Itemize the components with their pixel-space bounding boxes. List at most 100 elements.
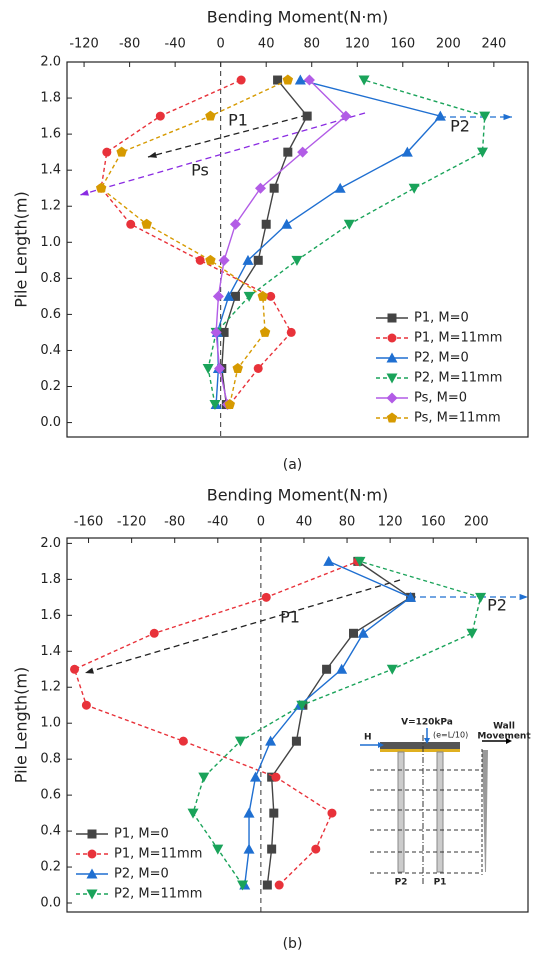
marker bbox=[266, 291, 276, 301]
y-tick-label: 1.6 bbox=[40, 127, 61, 142]
marker bbox=[234, 736, 246, 747]
marker bbox=[267, 844, 277, 854]
marker bbox=[271, 772, 281, 782]
series-line bbox=[207, 79, 486, 405]
marker bbox=[283, 147, 293, 157]
x-tick-label: 200 bbox=[436, 37, 461, 52]
marker bbox=[466, 628, 478, 639]
marker bbox=[243, 843, 255, 854]
y-tick-label: 0.0 bbox=[40, 896, 61, 911]
marker bbox=[224, 399, 236, 409]
marker bbox=[358, 75, 370, 86]
x-tick-label: -40 bbox=[165, 37, 186, 52]
marker bbox=[302, 111, 312, 121]
marker bbox=[286, 327, 296, 337]
marker bbox=[253, 255, 263, 265]
x-axis-title: Bending Moment(N·m) bbox=[207, 8, 389, 27]
marker bbox=[223, 290, 235, 301]
series-line bbox=[266, 560, 412, 886]
caption: (a) bbox=[283, 457, 303, 473]
marker bbox=[262, 880, 272, 890]
annotation: P2 bbox=[487, 596, 507, 615]
cap-base bbox=[380, 749, 460, 752]
trend-arrow bbox=[147, 114, 308, 158]
y-tick-label: 1.6 bbox=[40, 608, 61, 623]
x-tick-label: 40 bbox=[296, 515, 313, 530]
marker bbox=[282, 74, 294, 85]
x-tick-label: -80 bbox=[119, 37, 140, 52]
marker bbox=[354, 556, 366, 567]
inset-label: (e=L/10) bbox=[433, 731, 468, 740]
marker bbox=[259, 326, 271, 337]
x-tick-label: -80 bbox=[164, 515, 185, 530]
legend-marker bbox=[87, 849, 97, 859]
inset-label: P1 bbox=[434, 878, 447, 888]
marker bbox=[334, 182, 346, 193]
marker bbox=[357, 627, 369, 638]
marker bbox=[476, 147, 488, 158]
y-tick-label: 1.0 bbox=[40, 716, 61, 731]
y-tick-label: 1.2 bbox=[40, 680, 61, 695]
x-axis-title: Bending Moment(N·m) bbox=[207, 486, 389, 505]
caption: (b) bbox=[283, 936, 303, 952]
y-tick-label: 0.2 bbox=[40, 379, 61, 394]
series-line bbox=[100, 79, 293, 405]
marker bbox=[212, 290, 224, 302]
x-tick-label: 200 bbox=[464, 515, 489, 530]
marker bbox=[296, 700, 308, 711]
inset-label: V=120kPa bbox=[401, 718, 453, 728]
marker bbox=[70, 664, 80, 674]
trend-arrow bbox=[84, 579, 401, 674]
arrow-head bbox=[148, 151, 157, 158]
marker bbox=[195, 255, 205, 265]
legend-frame bbox=[372, 306, 522, 430]
marker bbox=[479, 111, 491, 122]
marker bbox=[336, 663, 348, 674]
y-tick-label: 1.8 bbox=[40, 572, 61, 587]
marker bbox=[408, 183, 420, 194]
arrow-head bbox=[80, 189, 89, 196]
arrow-head bbox=[85, 667, 94, 674]
marker bbox=[230, 291, 240, 301]
legend-marker bbox=[87, 829, 97, 839]
marker bbox=[212, 844, 224, 855]
marker bbox=[187, 808, 199, 819]
marker bbox=[255, 182, 267, 194]
marker bbox=[261, 592, 271, 602]
legend-label: Ps, M=11mm bbox=[414, 411, 501, 426]
legend-label: P1, M=0 bbox=[114, 827, 169, 842]
marker bbox=[95, 182, 107, 193]
y-axis-title: Pile Length(m) bbox=[12, 191, 31, 307]
marker bbox=[322, 664, 332, 674]
legend-label: P1, M=0 bbox=[414, 311, 469, 326]
x-tick-label: 0 bbox=[217, 37, 225, 52]
marker bbox=[209, 400, 221, 411]
legend-marker bbox=[86, 868, 98, 879]
arrow-head bbox=[506, 738, 512, 744]
marker bbox=[405, 591, 417, 602]
marker bbox=[102, 147, 112, 157]
series-line bbox=[215, 79, 347, 405]
y-tick-label: 0.4 bbox=[40, 343, 61, 358]
marker bbox=[273, 75, 283, 85]
series-line bbox=[244, 560, 412, 886]
marker bbox=[261, 219, 271, 229]
marker bbox=[475, 592, 487, 603]
y-tick-label: 0.4 bbox=[40, 824, 61, 839]
marker bbox=[297, 146, 309, 158]
legend-label: P1, M=11mm bbox=[414, 331, 502, 346]
marker bbox=[291, 255, 303, 266]
annotation: P1 bbox=[280, 608, 300, 627]
annotation: P2 bbox=[450, 117, 470, 136]
marker bbox=[274, 880, 284, 890]
wall bbox=[482, 750, 488, 872]
x-tick-label: 80 bbox=[339, 515, 356, 530]
inset-label: Wall bbox=[493, 722, 515, 732]
marker bbox=[149, 628, 159, 638]
marker bbox=[269, 808, 279, 818]
legend-label: P2, M=11mm bbox=[414, 371, 502, 386]
y-tick-label: 0.6 bbox=[40, 788, 61, 803]
arrow-head bbox=[519, 593, 528, 601]
marker bbox=[126, 219, 136, 229]
annotation: Ps bbox=[191, 161, 209, 180]
